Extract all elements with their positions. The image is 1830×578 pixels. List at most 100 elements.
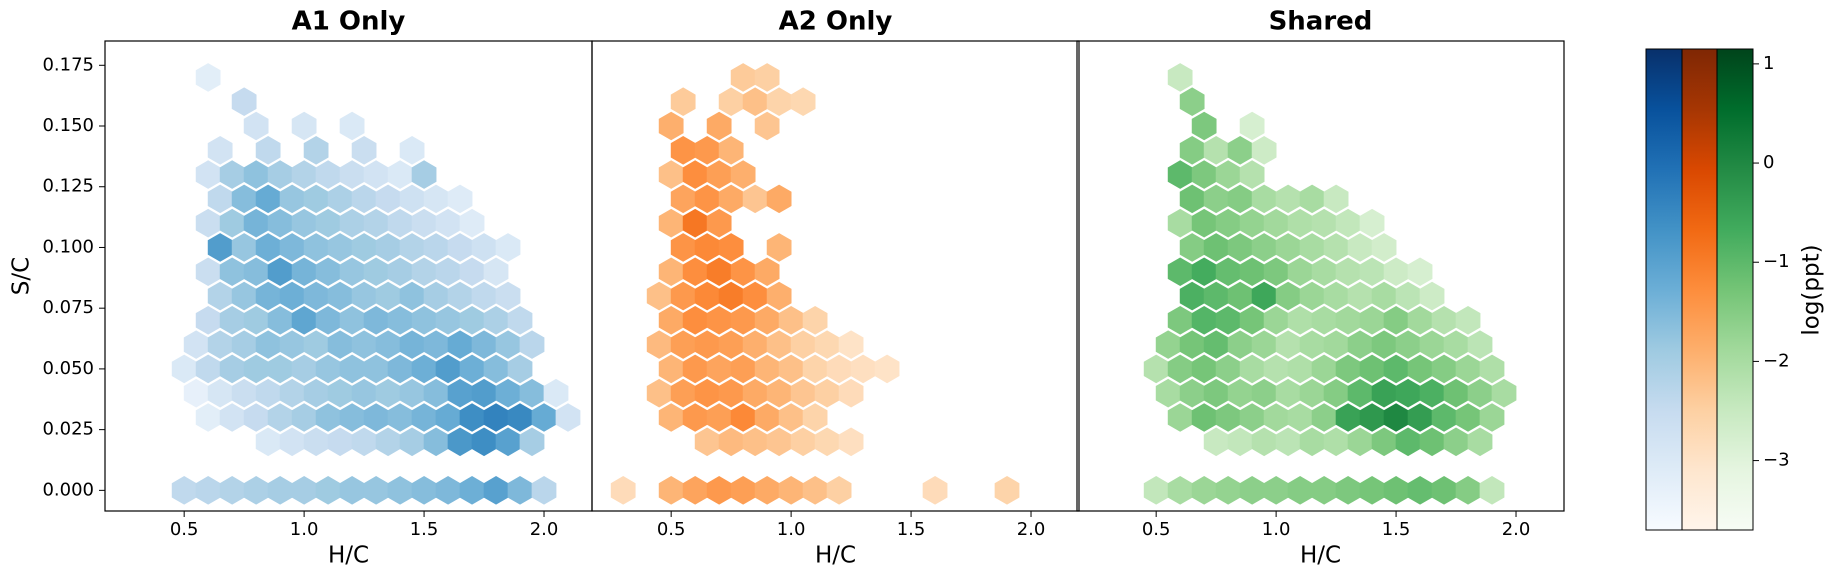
hex-cell: [423, 330, 449, 359]
hex-cell: [670, 330, 696, 359]
hex-cell: [447, 330, 473, 359]
hex-cell: [922, 476, 948, 505]
hex-cell: [339, 208, 365, 238]
hex-cell: [1215, 403, 1241, 432]
hex-cell: [195, 403, 221, 432]
hex-cell: [1251, 330, 1277, 359]
hex-cell: [423, 281, 449, 311]
y-tick-label: 0.175: [42, 54, 94, 75]
hex-cell: [471, 378, 497, 408]
hex-cell: [778, 354, 804, 384]
hex-cell: [814, 427, 840, 457]
hex-cell: [742, 87, 768, 117]
hex-cell: [742, 427, 768, 457]
hex-cell: [1287, 208, 1313, 238]
hex-cell: [766, 427, 792, 457]
hex-cell: [1299, 184, 1325, 214]
hex-cell: [219, 306, 245, 335]
hex-cell: [327, 184, 353, 214]
hex-cell: [447, 233, 473, 262]
hex-cell: [1227, 233, 1253, 262]
hex-cell: [195, 63, 221, 92]
hex-cell: [279, 233, 305, 262]
hex-cell: [339, 160, 365, 189]
hex-cell: [778, 306, 804, 335]
hex-cell: [1395, 281, 1421, 311]
hex-cell: [1371, 427, 1397, 457]
hex-cell: [351, 136, 377, 165]
hex-cell: [231, 87, 257, 117]
hex-cell: [694, 233, 720, 262]
panel-title: A2 Only: [779, 7, 893, 37]
hex-cell: [411, 403, 437, 432]
hex-cell: [363, 354, 389, 384]
hex-cell: [694, 378, 720, 408]
hex-cell: [1359, 354, 1385, 384]
hex-cell: [1263, 257, 1289, 287]
hex-cell: [706, 160, 732, 189]
hex-cell: [1479, 476, 1505, 505]
hex-cell: [1179, 330, 1205, 359]
hex-cell: [555, 403, 581, 432]
hex-cell: [1203, 184, 1229, 214]
hex-cell: [1263, 208, 1289, 238]
hex-cell: [646, 378, 672, 408]
x-tick-label: 1.5: [1382, 519, 1411, 540]
hex-cell: [339, 111, 365, 141]
hex-cell: [826, 354, 852, 384]
hex-cell: [255, 136, 281, 165]
hex-cell: [1395, 427, 1421, 457]
hex-cell: [195, 476, 221, 505]
hex-cell: [1227, 330, 1253, 359]
hex-cell: [682, 354, 708, 384]
hex-cell: [1191, 403, 1217, 432]
hex-cell: [1335, 208, 1361, 238]
hex-cell: [459, 208, 485, 238]
hex-cell: [435, 208, 461, 238]
hex-cell: [1179, 233, 1205, 262]
hex-cell: [1287, 257, 1313, 287]
colorbar-tick-label: −2: [1763, 350, 1790, 371]
hex-cell: [1155, 330, 1181, 359]
hex-cell: [1215, 306, 1241, 335]
hex-cell: [766, 330, 792, 359]
hex-cell: [1323, 184, 1349, 214]
hex-cell: [670, 378, 696, 408]
hex-cell: [1203, 281, 1229, 311]
hex-cell: [1431, 354, 1457, 384]
hex-cell: [1479, 354, 1505, 384]
hex-cell: [483, 354, 509, 384]
hex-cell: [219, 354, 245, 384]
hex-cell: [195, 257, 221, 287]
hex-cell: [363, 208, 389, 238]
x-tick-label: 1.5: [410, 519, 439, 540]
hex-cell: [495, 233, 521, 262]
hex-cell: [1359, 476, 1385, 505]
hex-cell: [802, 306, 828, 335]
hexbin-panel: [610, 63, 1020, 505]
hex-cell: [375, 233, 401, 262]
hex-cell: [339, 354, 365, 384]
hex-cell: [1287, 306, 1313, 335]
hex-cell: [1347, 427, 1373, 457]
hex-cell: [291, 354, 317, 384]
hex-cell: [1359, 403, 1385, 432]
hex-cell: [730, 306, 756, 335]
hex-cell: [327, 330, 353, 359]
hex-cell: [291, 306, 317, 335]
hex-cell: [1347, 330, 1373, 359]
x-tick-label: 1.0: [290, 519, 319, 540]
hex-cell: [387, 160, 413, 189]
hex-cell: [291, 257, 317, 287]
x-tick-label: 2.0: [530, 519, 559, 540]
hex-cell: [291, 111, 317, 141]
hex-cell: [670, 281, 696, 311]
hex-cell: [682, 160, 708, 189]
hex-cell: [1239, 306, 1265, 335]
hex-cell: [1371, 281, 1397, 311]
hex-cell: [1251, 184, 1277, 214]
hex-cell: [471, 281, 497, 311]
hex-cell: [1311, 354, 1337, 384]
hexbin-panel: [1143, 63, 1517, 505]
hex-cell: [207, 378, 233, 408]
